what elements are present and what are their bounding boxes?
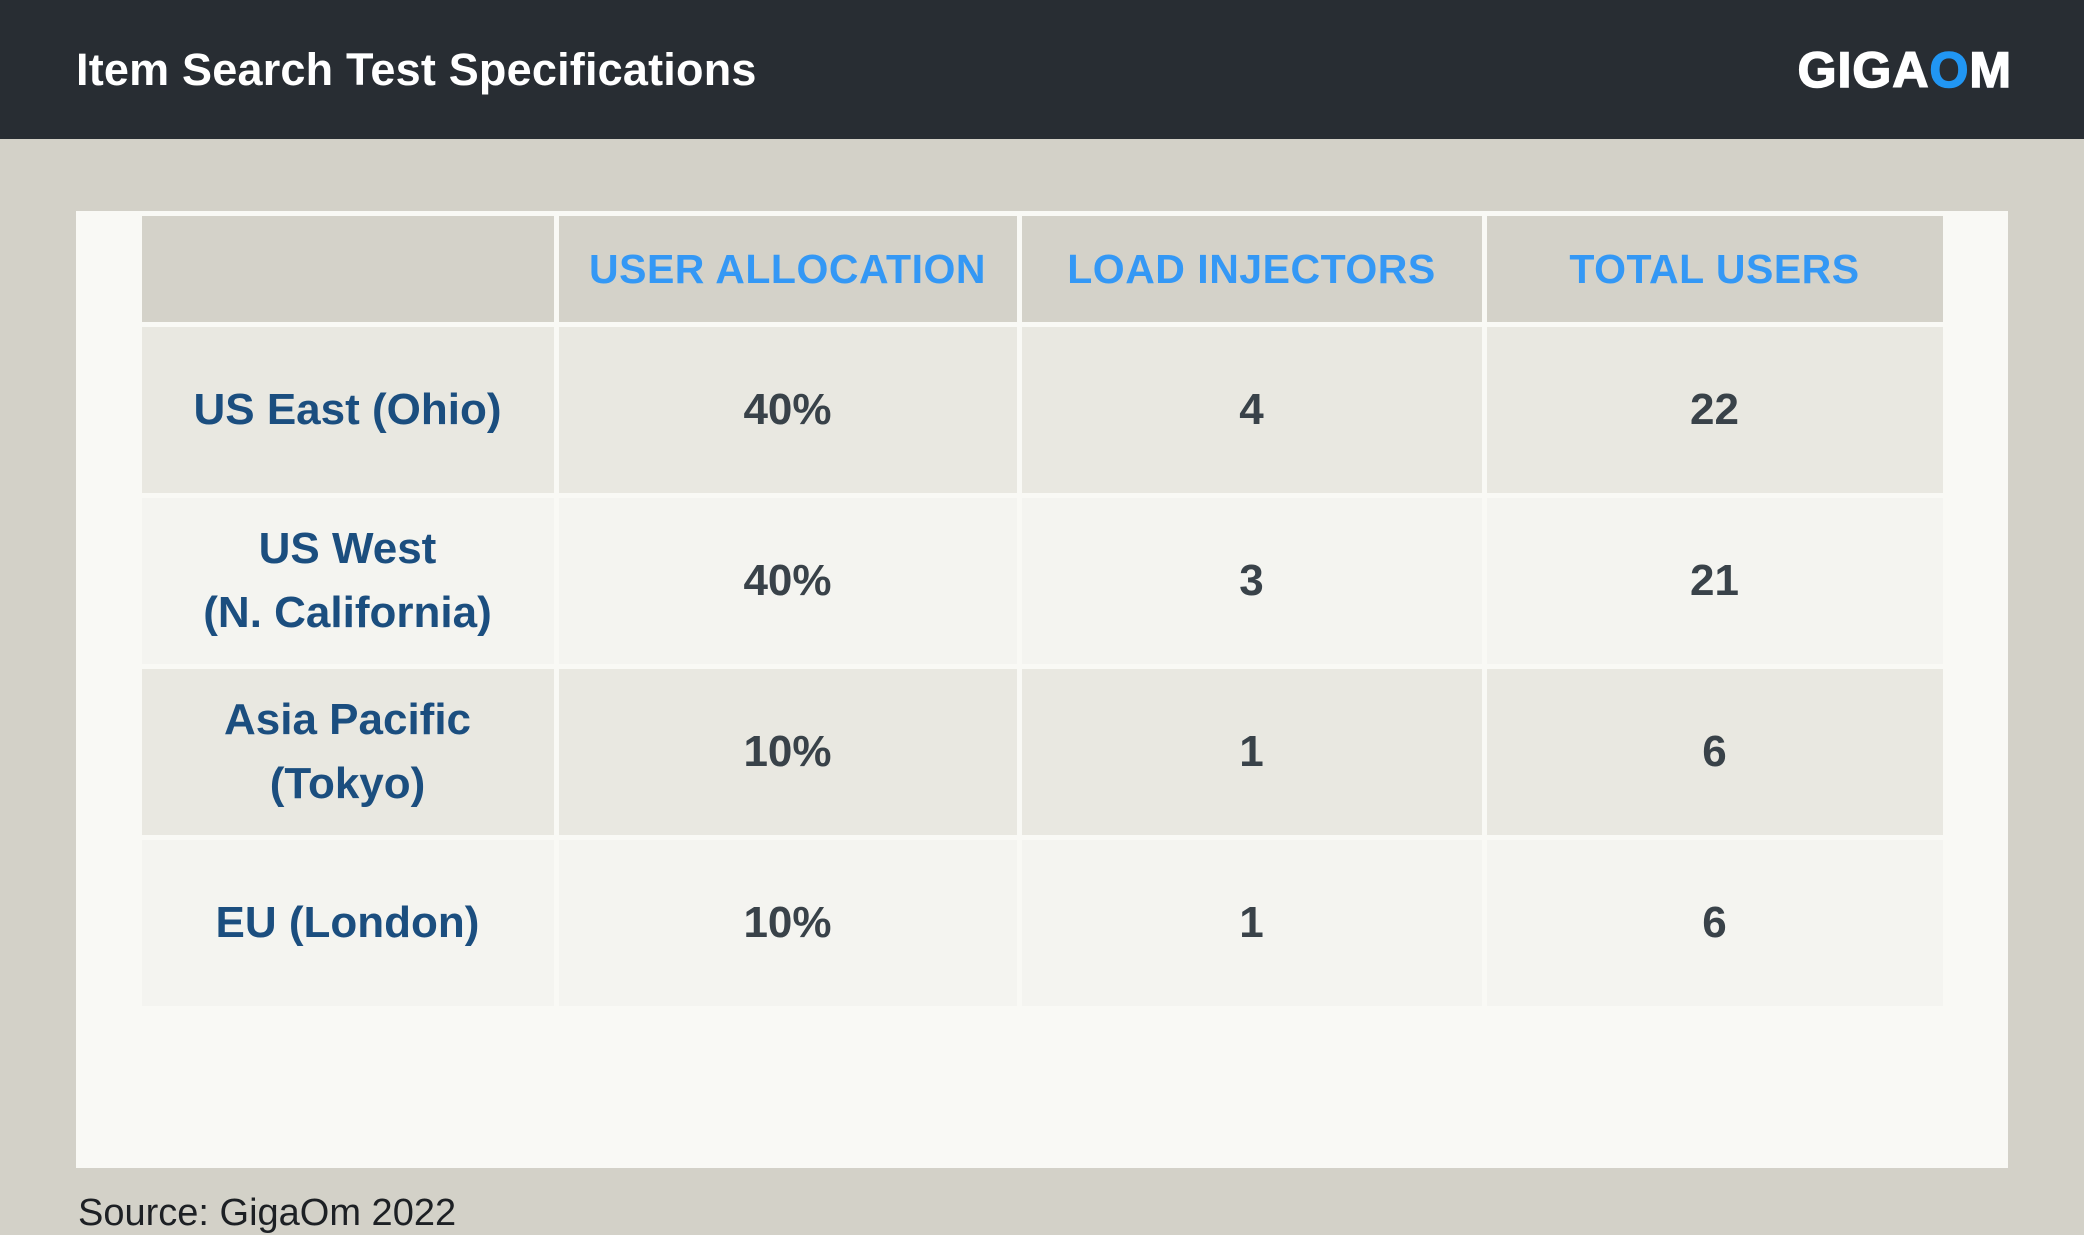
region-cell: US East (Ohio) [141, 327, 554, 493]
region-line: Asia Pacific [223, 695, 472, 744]
load-injectors-cell: 1 [1021, 840, 1482, 1006]
header-cell-region [141, 216, 554, 322]
source-attribution: Source: GigaOm 2022 [78, 1192, 457, 1234]
region-line: (N. California) [203, 588, 492, 637]
region-cell: US West (N. California) [141, 498, 554, 664]
header-row: USER ALLOCATION LOAD INJECTORS TOTAL USE… [141, 216, 1943, 322]
logo-m-text: M [1969, 41, 2012, 99]
title-bar: Item Search Test Specifications GIGAOM [0, 0, 2084, 139]
header-cell-load-injectors: LOAD INJECTORS [1021, 216, 1482, 322]
load-injectors-cell: 1 [1021, 669, 1482, 835]
table-row: US East (Ohio) 40% 4 22 [141, 327, 1943, 493]
spec-table: USER ALLOCATION LOAD INJECTORS TOTAL USE… [137, 211, 1948, 1011]
total-users-cell: 21 [1486, 498, 1943, 664]
region-line: EU (London) [215, 898, 480, 947]
header-cell-total-users: TOTAL USERS [1486, 216, 1943, 322]
region-cell: EU (London) [141, 840, 554, 1006]
user-allocation-cell: 40% [558, 327, 1017, 493]
region-cell: Asia Pacific (Tokyo) [141, 669, 554, 835]
user-allocation-cell: 10% [558, 669, 1017, 835]
region-line: US East (Ohio) [193, 385, 502, 434]
total-users-cell: 22 [1486, 327, 1943, 493]
logo-giga-text: GIGA [1797, 41, 1930, 99]
region-line: US West [258, 524, 437, 573]
total-users-cell: 6 [1486, 669, 1943, 835]
load-injectors-cell: 4 [1021, 327, 1482, 493]
header-cell-user-allocation: USER ALLOCATION [558, 216, 1017, 322]
user-allocation-cell: 10% [558, 840, 1017, 1006]
table-row: Asia Pacific (Tokyo) 10% 1 6 [141, 669, 1943, 835]
table-row: EU (London) 10% 1 6 [141, 840, 1943, 1006]
user-allocation-cell: 40% [558, 498, 1017, 664]
total-users-cell: 6 [1486, 840, 1943, 1006]
table-card: USER ALLOCATION LOAD INJECTORS TOTAL USE… [76, 211, 2008, 1168]
table-row: US West (N. California) 40% 3 21 [141, 498, 1943, 664]
logo-o-accent: O [1929, 41, 1970, 99]
region-line: (Tokyo) [269, 759, 426, 808]
load-injectors-cell: 3 [1021, 498, 1482, 664]
page-title: Item Search Test Specifications [76, 43, 757, 95]
gigaom-logo: GIGAOM [1797, 41, 2012, 99]
